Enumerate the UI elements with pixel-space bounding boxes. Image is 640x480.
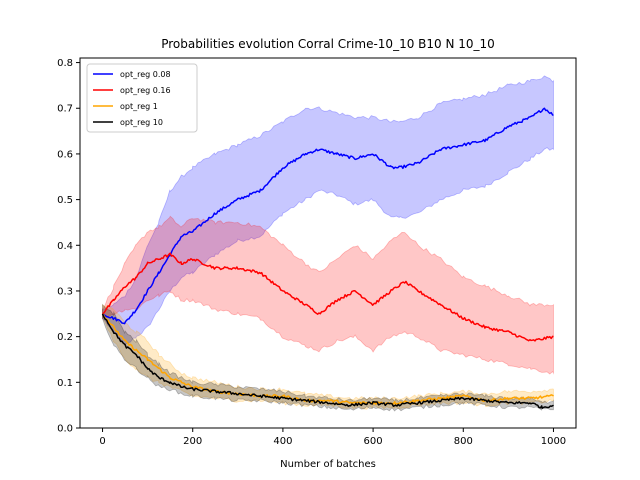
y-tick-label: 0.6: [57, 149, 73, 160]
y-tick-label: 0.7: [57, 104, 73, 115]
y-tick-label: 0.5: [57, 195, 73, 206]
chart-title: Probabilities evolution Corral Crime-10_…: [161, 37, 495, 51]
y-axis: 0.0 0.1 0.2 0.3 0.4 0.5 0.6 0.7 0.8: [57, 58, 80, 435]
y-tick-label: 0.1: [57, 378, 73, 389]
band-opt-reg-0-08: [102, 75, 554, 346]
legend-label: opt_reg 0.08: [120, 70, 171, 79]
confidence-bands: [102, 75, 554, 412]
x-axis-title: Number of batches: [280, 459, 376, 470]
y-tick-label: 0.4: [57, 241, 73, 252]
x-tick-label: 0: [99, 436, 105, 447]
series-lines: [101, 107, 554, 410]
band-opt-reg-1: [102, 303, 554, 410]
legend-label: opt_reg 0.16: [120, 86, 171, 95]
x-tick-label: 400: [273, 436, 292, 447]
legend: opt_reg 0.08 opt_reg 0.16 opt_reg 1 opt_reg…: [86, 63, 198, 133]
y-tick-label: 0.8: [57, 58, 73, 69]
legend-box: [86, 63, 198, 133]
band-opt-reg-10: [102, 303, 554, 412]
x-tick-label: 1000: [541, 436, 566, 447]
line-opt-reg-0-16: [102, 252, 554, 342]
x-tick-label: 800: [454, 436, 473, 447]
y-tick-label: 0.2: [57, 332, 73, 343]
x-tick-label: 200: [183, 436, 202, 447]
x-tick-label: 600: [364, 436, 383, 447]
legend-label: opt_reg 1: [120, 102, 158, 111]
x-axis: 0 200 400 600 800 1000: [99, 428, 566, 447]
legend-label: opt_reg 10: [120, 118, 163, 127]
y-tick-label: 0.0: [57, 424, 73, 435]
line-opt-reg-0-08: [102, 107, 554, 325]
band-opt-reg-0-16: [102, 215, 554, 375]
line-opt-reg-10: [101, 313, 554, 410]
y-tick-label: 0.3: [57, 286, 73, 297]
plot-frame: [79, 57, 577, 429]
